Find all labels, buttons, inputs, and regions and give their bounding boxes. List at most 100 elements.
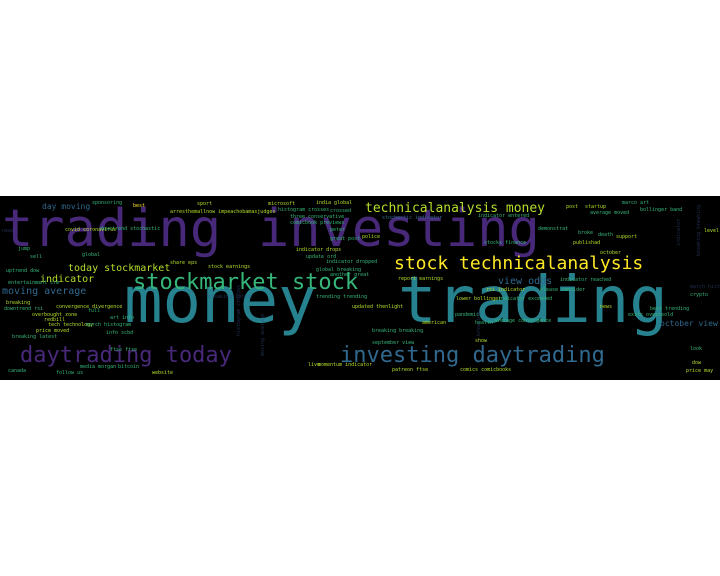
word-share-eps: share eps (170, 260, 197, 266)
word-bitcoin: bitcoin (118, 364, 139, 370)
word-trending-trending: trending trending (316, 294, 367, 300)
word-marco-art: marco art (622, 200, 649, 206)
word-death: death (598, 232, 613, 238)
word-indicator: indicator (40, 274, 94, 285)
word-peter: peter (330, 227, 345, 233)
word-breaking-breaking: breaking breaking (372, 328, 423, 334)
filler-word: indicator (676, 219, 682, 246)
word-broke: broke (578, 230, 593, 236)
word-best: best (133, 203, 145, 209)
filler-word: breaking breaking (696, 205, 702, 256)
word-india-global: india global (316, 200, 352, 206)
word-september-view: september view (372, 340, 415, 346)
word-indicator-reached: indicator reached (560, 277, 611, 283)
word-three-conservative: three conservative (290, 214, 344, 220)
word-another-great: another great (330, 272, 369, 278)
word-investing-daytrading: investing daytrading (340, 343, 605, 368)
word-momentum-indicator: momentum indicator (318, 362, 372, 368)
word-money: money (124, 264, 317, 338)
word-technicalanalysis-money: technicalanalysis money (365, 201, 545, 216)
word-level: level (704, 228, 719, 234)
word-day-moving: day moving (42, 202, 90, 211)
word-downtrend-stochastic: downtrend stochastic (100, 226, 160, 232)
word-great-post: great post (330, 236, 360, 242)
word-breaking-latest: breaking latest (12, 334, 57, 340)
word-sell: sell (30, 254, 42, 260)
word-arresthemallnow: arresthemallnow impeachobamasjudges (170, 209, 275, 215)
word-microsoft: microsoft (268, 201, 295, 207)
word-stockmarket-stock: stockmarket stock (133, 270, 358, 295)
word-lower-bollinger: lower bollinger (456, 296, 501, 302)
word-average-convergence: average convergence (494, 318, 551, 324)
word-patreon-ftse: patreon ftse (392, 367, 428, 373)
word-indicator-dropped: indicator dropped (326, 259, 377, 265)
word-comicbook-previews: comicbook previews (290, 220, 344, 226)
word-report-earnings: report earnings (398, 276, 443, 282)
word-look: look (690, 346, 702, 352)
word-jump: jump (18, 246, 30, 252)
word-rsi-indicator: rsi indicator (486, 287, 525, 293)
word-cloud-canvas: trading investing money trading stockmar… (2, 199, 720, 376)
filler-word: march histogram (690, 284, 720, 290)
word-indicator-entered: indicator entered (478, 213, 529, 219)
filler-word: histogram crosses (236, 285, 242, 336)
word-show: show (475, 338, 488, 344)
word-stock-earnings: stock earnings (208, 264, 250, 270)
word-view-odds: view odds (498, 276, 552, 287)
word-trading-teal: trading (398, 264, 668, 338)
word-news: news (600, 304, 612, 310)
word-daytrading-today: daytrading today (20, 343, 232, 368)
word-startup: startup (585, 204, 606, 210)
word-moving-average: moving average (2, 286, 86, 297)
filler-word: breaking latest (208, 294, 253, 300)
word-overbought-zone: overbought zone (32, 312, 77, 318)
word-best-trending: best trending (650, 306, 689, 312)
word-investing-large: investing (258, 199, 540, 259)
word-website: website (152, 370, 173, 376)
word-info-scbd: info scbd (106, 330, 133, 336)
word-histogram-crosses: histogram crosses (278, 207, 329, 213)
word-police: police (362, 234, 380, 240)
word-entertainment-crm: entertainment crm (8, 280, 59, 286)
word-downtrend-rsi: downtrend rsi (4, 306, 43, 312)
word-stochastic-indicator: stochastic indicator (382, 215, 442, 221)
word-price-moved: price moved (36, 328, 69, 334)
filler-word: news (2, 228, 14, 234)
word-american: american (422, 320, 446, 326)
word-pandemic: pandemic (455, 312, 479, 318)
word-exits-overssold: exits overssold (628, 312, 673, 318)
word-sport: sport (197, 201, 212, 207)
word-stock-technicalanalysis: stock technicalanalysis (394, 253, 643, 274)
word-price-may: price may (686, 368, 713, 374)
word-health: health (475, 320, 493, 326)
filler-words: histogram crosses moving average breakin… (2, 205, 720, 356)
word-today-stockmarket: today stockmarket (68, 263, 170, 274)
word-global: global (82, 252, 100, 258)
word-bollinger-band: bollinger band (640, 207, 682, 213)
filler-word: moving average (260, 314, 266, 356)
word-average-moved: average moved (590, 210, 629, 216)
word-tech-technology: tech technology (48, 322, 93, 328)
word-live: live (308, 362, 320, 368)
word-global-breaking: global breaking (316, 267, 361, 273)
word-publishad: publishad (573, 240, 600, 246)
word-october: october (600, 250, 621, 256)
word-cloud: trading investing money trading stockmar… (0, 196, 720, 380)
word-media-morgan: media morgan (80, 364, 116, 370)
word-breaking: breaking (6, 300, 30, 306)
word-indicator-drops: indicator drops (296, 247, 341, 253)
word-follow-us: follow us (56, 370, 83, 376)
word-uptrend-dow: uptrend dow (6, 268, 40, 274)
word-indicator-exceeded: indicator exceeded (498, 296, 552, 302)
word-art-info: art info (110, 315, 134, 321)
word-please-consider: please consider (540, 287, 585, 293)
word-full: full (88, 308, 100, 314)
word-convergence-divergence: convergence divergence (56, 304, 122, 310)
word-demonstrat: demonstrat (538, 226, 568, 232)
word-redbill: redbill (44, 317, 65, 323)
word-stocks-finance: stocks finance (484, 240, 526, 246)
word-updated-thenlight: updated thenlight (352, 304, 403, 310)
word-canada: canada (8, 368, 26, 374)
filler-word: breaking (476, 312, 482, 336)
word-update-ord: update ord (306, 254, 336, 260)
